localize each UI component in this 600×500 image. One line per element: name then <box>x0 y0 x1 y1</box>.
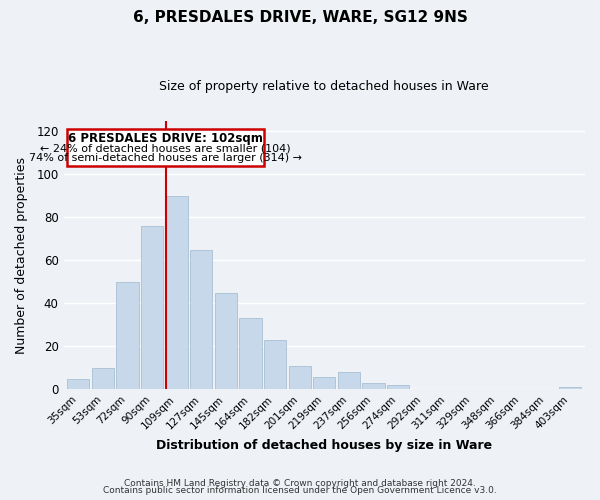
Bar <box>387 385 409 390</box>
Bar <box>166 196 188 390</box>
Bar <box>67 378 89 390</box>
Bar <box>338 372 360 390</box>
Y-axis label: Number of detached properties: Number of detached properties <box>15 156 28 354</box>
Bar <box>141 226 163 390</box>
Text: 6 PRESDALES DRIVE: 102sqm: 6 PRESDALES DRIVE: 102sqm <box>68 132 263 145</box>
Text: Contains HM Land Registry data © Crown copyright and database right 2024.: Contains HM Land Registry data © Crown c… <box>124 478 476 488</box>
Bar <box>313 376 335 390</box>
Title: Size of property relative to detached houses in Ware: Size of property relative to detached ho… <box>160 80 489 93</box>
Bar <box>239 318 262 390</box>
Text: 6, PRESDALES DRIVE, WARE, SG12 9NS: 6, PRESDALES DRIVE, WARE, SG12 9NS <box>133 10 467 25</box>
FancyBboxPatch shape <box>67 129 264 166</box>
Bar <box>362 383 385 390</box>
Bar <box>190 250 212 390</box>
X-axis label: Distribution of detached houses by size in Ware: Distribution of detached houses by size … <box>156 440 493 452</box>
Bar <box>264 340 286 390</box>
Text: ← 24% of detached houses are smaller (104): ← 24% of detached houses are smaller (10… <box>40 143 291 153</box>
Bar <box>215 292 237 390</box>
Text: 74% of semi-detached houses are larger (314) →: 74% of semi-detached houses are larger (… <box>29 154 302 164</box>
Bar <box>116 282 139 390</box>
Bar <box>92 368 114 390</box>
Bar <box>289 366 311 390</box>
Bar <box>559 388 581 390</box>
Text: Contains public sector information licensed under the Open Government Licence v3: Contains public sector information licen… <box>103 486 497 495</box>
